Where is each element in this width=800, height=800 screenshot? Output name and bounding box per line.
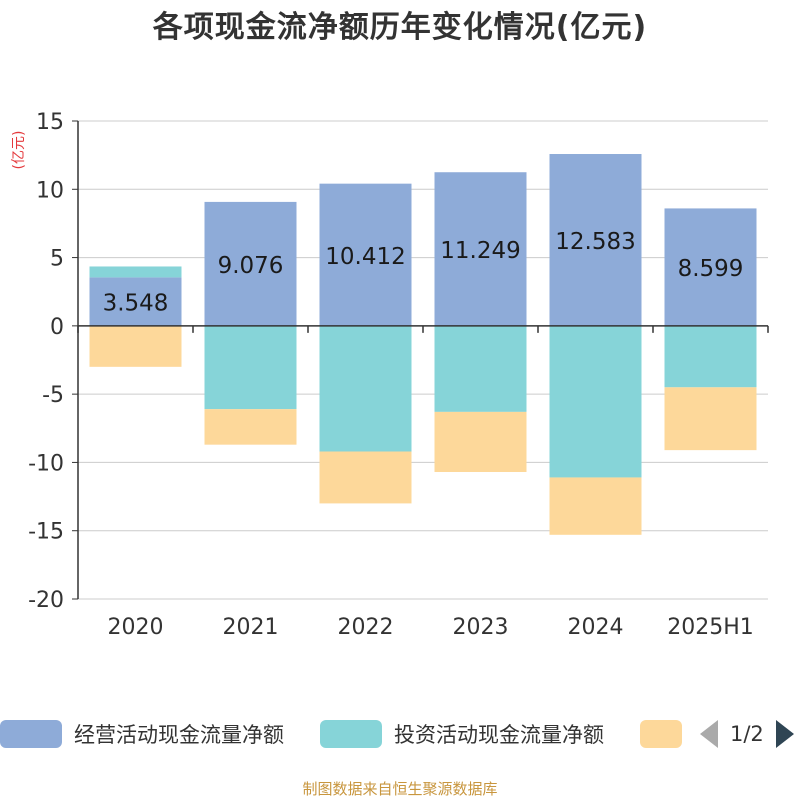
y-tick-label: 15: [36, 110, 64, 135]
bar-investing-2020: [89, 266, 182, 278]
bar-operating-2025H1: [664, 208, 757, 326]
bar-third-2020: [89, 325, 182, 367]
data-label: 12.583: [555, 229, 635, 255]
bar-investing-2024: [549, 325, 642, 478]
data-labels: 3.548 9.076 10.412 11.249 12.583 8.599: [103, 229, 744, 317]
legend-item-investing[interactable]: 投资活动现金流量净额: [320, 716, 604, 752]
y-tick-label: -15: [28, 520, 64, 545]
grid-lines: [78, 120, 768, 600]
source-footer: 制图数据来自恒生聚源数据库: [302, 780, 498, 798]
legend-item-third[interactable]: [640, 716, 682, 752]
x-tick-label: 2023: [453, 615, 509, 640]
chart-title: 各项现金流净额历年变化情况(亿元): [152, 10, 648, 45]
y-tick-label: -20: [28, 588, 64, 613]
y-tick-label: -10: [28, 451, 64, 476]
legend-item-operating[interactable]: 经营活动现金流量净额: [0, 716, 284, 752]
bar-investing-2022: [319, 325, 412, 452]
bars: [89, 154, 757, 535]
data-label: 10.412: [325, 244, 405, 270]
x-tick-label: 2021: [223, 615, 279, 640]
legend: 经营活动现金流量净额 投资活动现金流量净额: [0, 716, 800, 756]
axes: 15 10 5 0 -5 -10 -15 -20 2020 2021 2022 2023 2024 202…: [28, 110, 769, 640]
bar-third-2025H1: [664, 387, 757, 451]
previous-page-icon[interactable]: [700, 720, 718, 748]
bar-operating-2020: [89, 277, 182, 326]
legend-label-operating: 经营活动现金流量净额: [74, 723, 284, 747]
bar-investing-2025H1: [664, 325, 757, 388]
bar-third-2024: [549, 477, 642, 535]
y-tick-label: 0: [50, 315, 64, 340]
legend-swatch-investing: [320, 720, 382, 748]
legend-swatch-third: [640, 720, 682, 748]
y-tick-label: 10: [36, 178, 64, 203]
x-tick-label: 2024: [568, 615, 624, 640]
y-tick-label: 5: [50, 247, 64, 272]
bar-investing-2023: [434, 325, 527, 412]
bar-third-2023: [434, 411, 527, 472]
legend-swatch-operating: [0, 720, 62, 748]
bar-operating-2024: [549, 154, 642, 326]
y-tick-label: -5: [42, 383, 64, 408]
data-label: 11.249: [440, 238, 520, 264]
data-label: 3.548: [103, 291, 169, 317]
x-tick-label: 2022: [338, 615, 394, 640]
x-tick-label: 2025H1: [667, 615, 754, 640]
bar-operating-2021: [204, 201, 297, 326]
legend-label-investing: 投资活动现金流量净额: [394, 723, 604, 747]
bar-investing-2021: [204, 325, 297, 410]
page-indicator: 1/2: [730, 722, 764, 746]
bar-operating-2022: [319, 183, 412, 326]
data-label: 9.076: [218, 253, 284, 279]
legend-pager: 1/2: [700, 716, 794, 752]
bar-operating-2023: [434, 172, 527, 326]
next-page-icon[interactable]: [775, 720, 794, 748]
data-label: 8.599: [678, 256, 744, 282]
bar-third-2021: [204, 409, 297, 445]
bar-third-2022: [319, 451, 412, 504]
x-tick-label: 2020: [108, 615, 164, 640]
bar-chart: 15 10 5 0 -5 -10 -15 -20 2020 2021 2022 2023 2024 202…: [28, 110, 769, 640]
